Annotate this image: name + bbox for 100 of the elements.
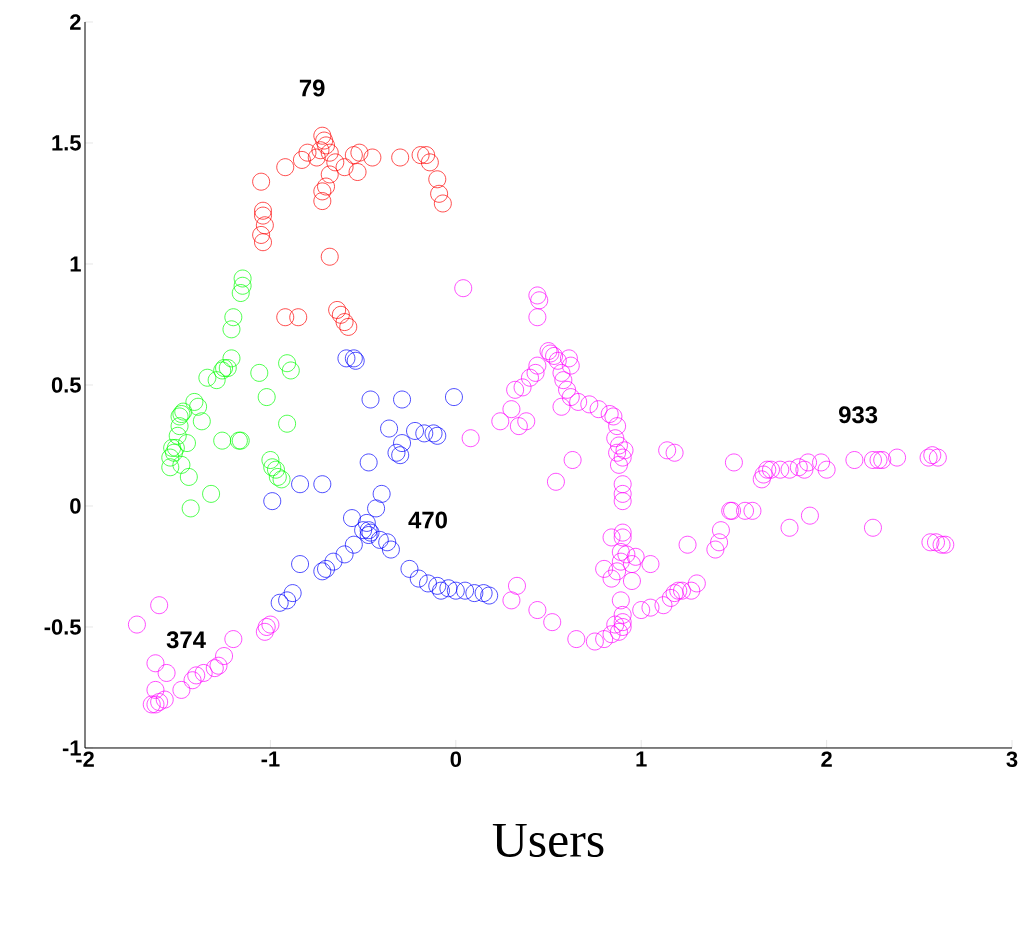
point [276,308,295,327]
point [445,388,463,406]
point [202,485,220,503]
point [328,301,346,319]
point [293,151,311,169]
annotation: 933 [839,406,878,424]
y-tick-label: 0.5 [51,377,81,393]
y-tick-label: 1.5 [52,135,81,151]
point [350,143,369,162]
point [480,586,499,605]
point [393,434,411,452]
point [283,584,302,602]
point [337,349,356,368]
point [428,426,447,445]
point [439,579,458,598]
point [163,439,181,457]
point [233,269,252,288]
point [335,313,354,331]
x-tick-label: 3 [1006,751,1018,768]
point [254,233,272,252]
point [167,439,185,457]
point [335,158,354,177]
point [446,581,465,600]
point [198,368,217,387]
point [359,453,378,472]
point [222,349,241,368]
point [278,354,296,373]
point [298,143,317,162]
point [357,514,376,532]
point [179,468,198,486]
x-axis-title: Users [492,823,604,857]
point [339,318,358,336]
point [161,458,180,477]
point [233,276,252,295]
point [207,371,226,389]
point [344,146,363,164]
point [391,446,410,465]
point [387,443,406,462]
point [380,419,398,438]
point [415,424,434,443]
point [268,468,287,486]
point [257,388,276,406]
point [272,470,291,489]
point [411,146,430,164]
point [254,201,272,220]
y-tick-label: -0.5 [44,619,81,635]
point [307,148,326,167]
point [291,555,309,573]
point [278,414,296,433]
point [313,475,332,494]
point [409,569,428,588]
point [474,584,493,602]
x-tick-label: 2 [821,751,832,767]
point [222,320,241,339]
annotation: 470 [408,511,447,529]
point [344,535,363,554]
point [192,412,211,431]
point [168,426,187,445]
x-tick-label: 0 [450,751,462,768]
point [313,562,332,581]
point [254,206,272,225]
point [263,492,282,510]
point [361,390,380,409]
point [424,424,443,443]
point [252,172,270,191]
point [178,434,196,452]
point [270,593,289,612]
point [315,131,334,150]
x-tick-label: 1 [636,751,647,767]
point [378,533,397,552]
x-tick-label: -1 [261,751,280,767]
point [218,359,237,377]
point [433,194,452,213]
point [370,531,389,549]
point [432,581,450,600]
point [161,448,180,467]
point [348,163,367,181]
point [363,148,382,167]
point [465,584,484,602]
point [317,177,335,196]
point [250,364,269,382]
point [189,397,207,416]
point [332,305,350,324]
y-tick-label: 2 [70,14,81,30]
point [400,560,419,578]
point [335,545,354,564]
point [406,422,424,440]
point [456,581,474,600]
y-tick-label: 1 [70,256,81,272]
annotation: 79 [299,79,325,97]
point [343,509,361,527]
y-tick-label: 0 [70,498,81,514]
point [430,184,448,203]
point [289,308,308,327]
point [313,126,332,145]
point [185,393,204,411]
point [213,431,232,450]
point [313,192,332,210]
point [317,560,335,578]
point [224,308,243,327]
